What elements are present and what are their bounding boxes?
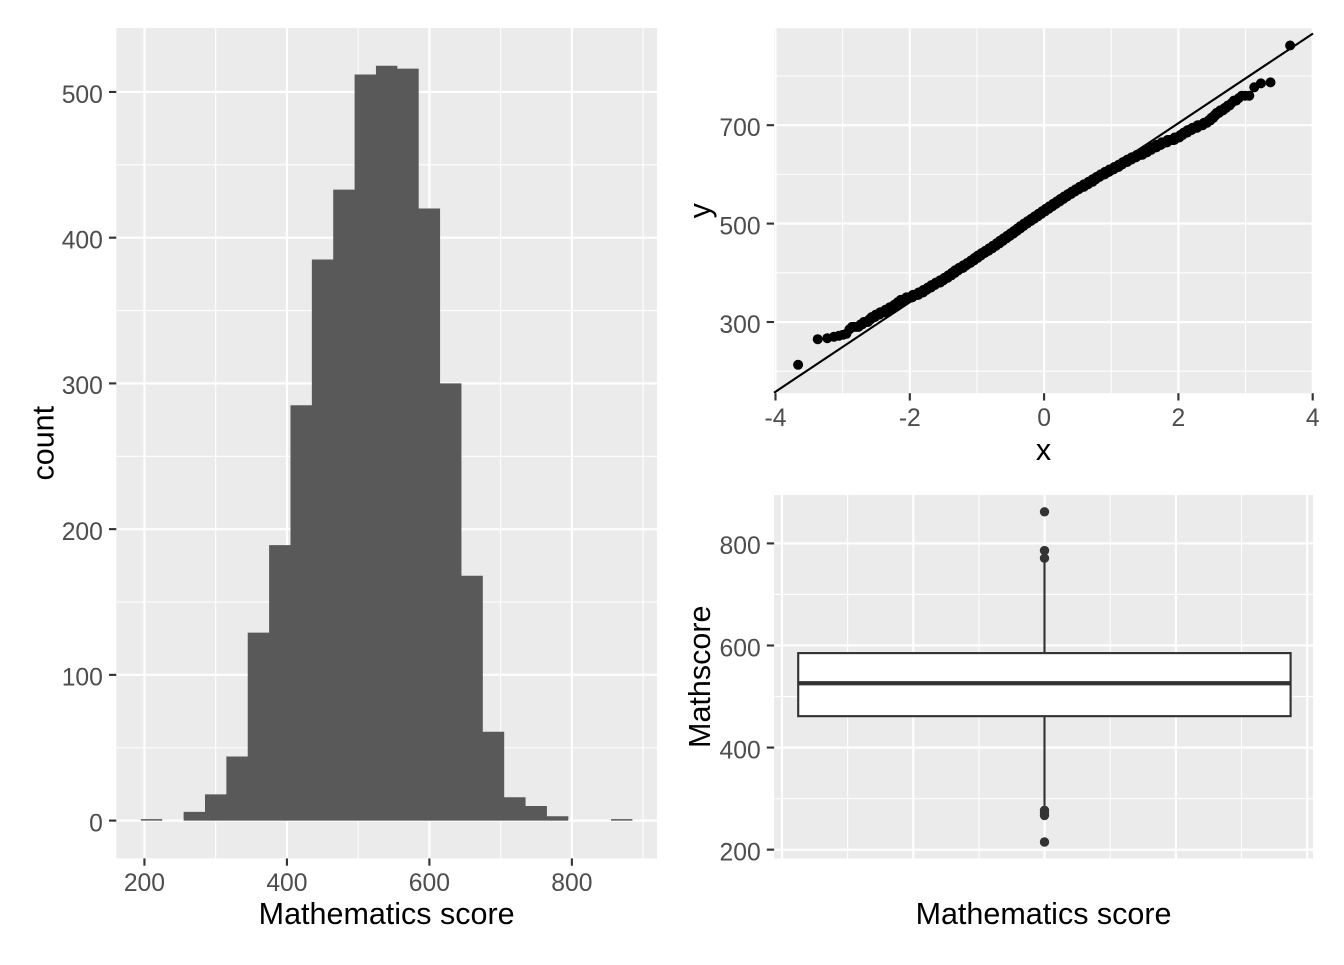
svg-text:Mathscore: Mathscore <box>683 606 717 748</box>
svg-text:800: 800 <box>551 870 592 897</box>
svg-text:400: 400 <box>719 737 760 764</box>
svg-text:600: 600 <box>409 870 450 897</box>
svg-text:100: 100 <box>62 665 103 692</box>
svg-text:800: 800 <box>719 533 760 560</box>
svg-text:400: 400 <box>62 227 103 254</box>
svg-text:-2: -2 <box>899 405 921 432</box>
svg-text:x: x <box>1036 433 1051 467</box>
svg-text:-4: -4 <box>765 405 787 432</box>
svg-text:500: 500 <box>62 82 103 109</box>
svg-text:y: y <box>683 202 717 218</box>
svg-text:600: 600 <box>719 635 760 662</box>
svg-text:0: 0 <box>89 810 103 837</box>
svg-text:count: count <box>27 405 61 480</box>
svg-text:4: 4 <box>1306 405 1320 432</box>
svg-text:2: 2 <box>1172 405 1186 432</box>
svg-text:Mathematics score: Mathematics score <box>259 897 515 931</box>
svg-text:Mathematics score: Mathematics score <box>916 897 1172 931</box>
svg-text:0: 0 <box>1037 405 1051 432</box>
svg-text:200: 200 <box>719 839 760 866</box>
svg-text:300: 300 <box>62 373 103 400</box>
svg-text:200: 200 <box>62 519 103 546</box>
svg-text:200: 200 <box>124 870 165 897</box>
svg-text:700: 700 <box>719 115 760 142</box>
svg-text:500: 500 <box>719 213 760 240</box>
svg-text:300: 300 <box>719 312 760 339</box>
svg-text:400: 400 <box>266 870 307 897</box>
